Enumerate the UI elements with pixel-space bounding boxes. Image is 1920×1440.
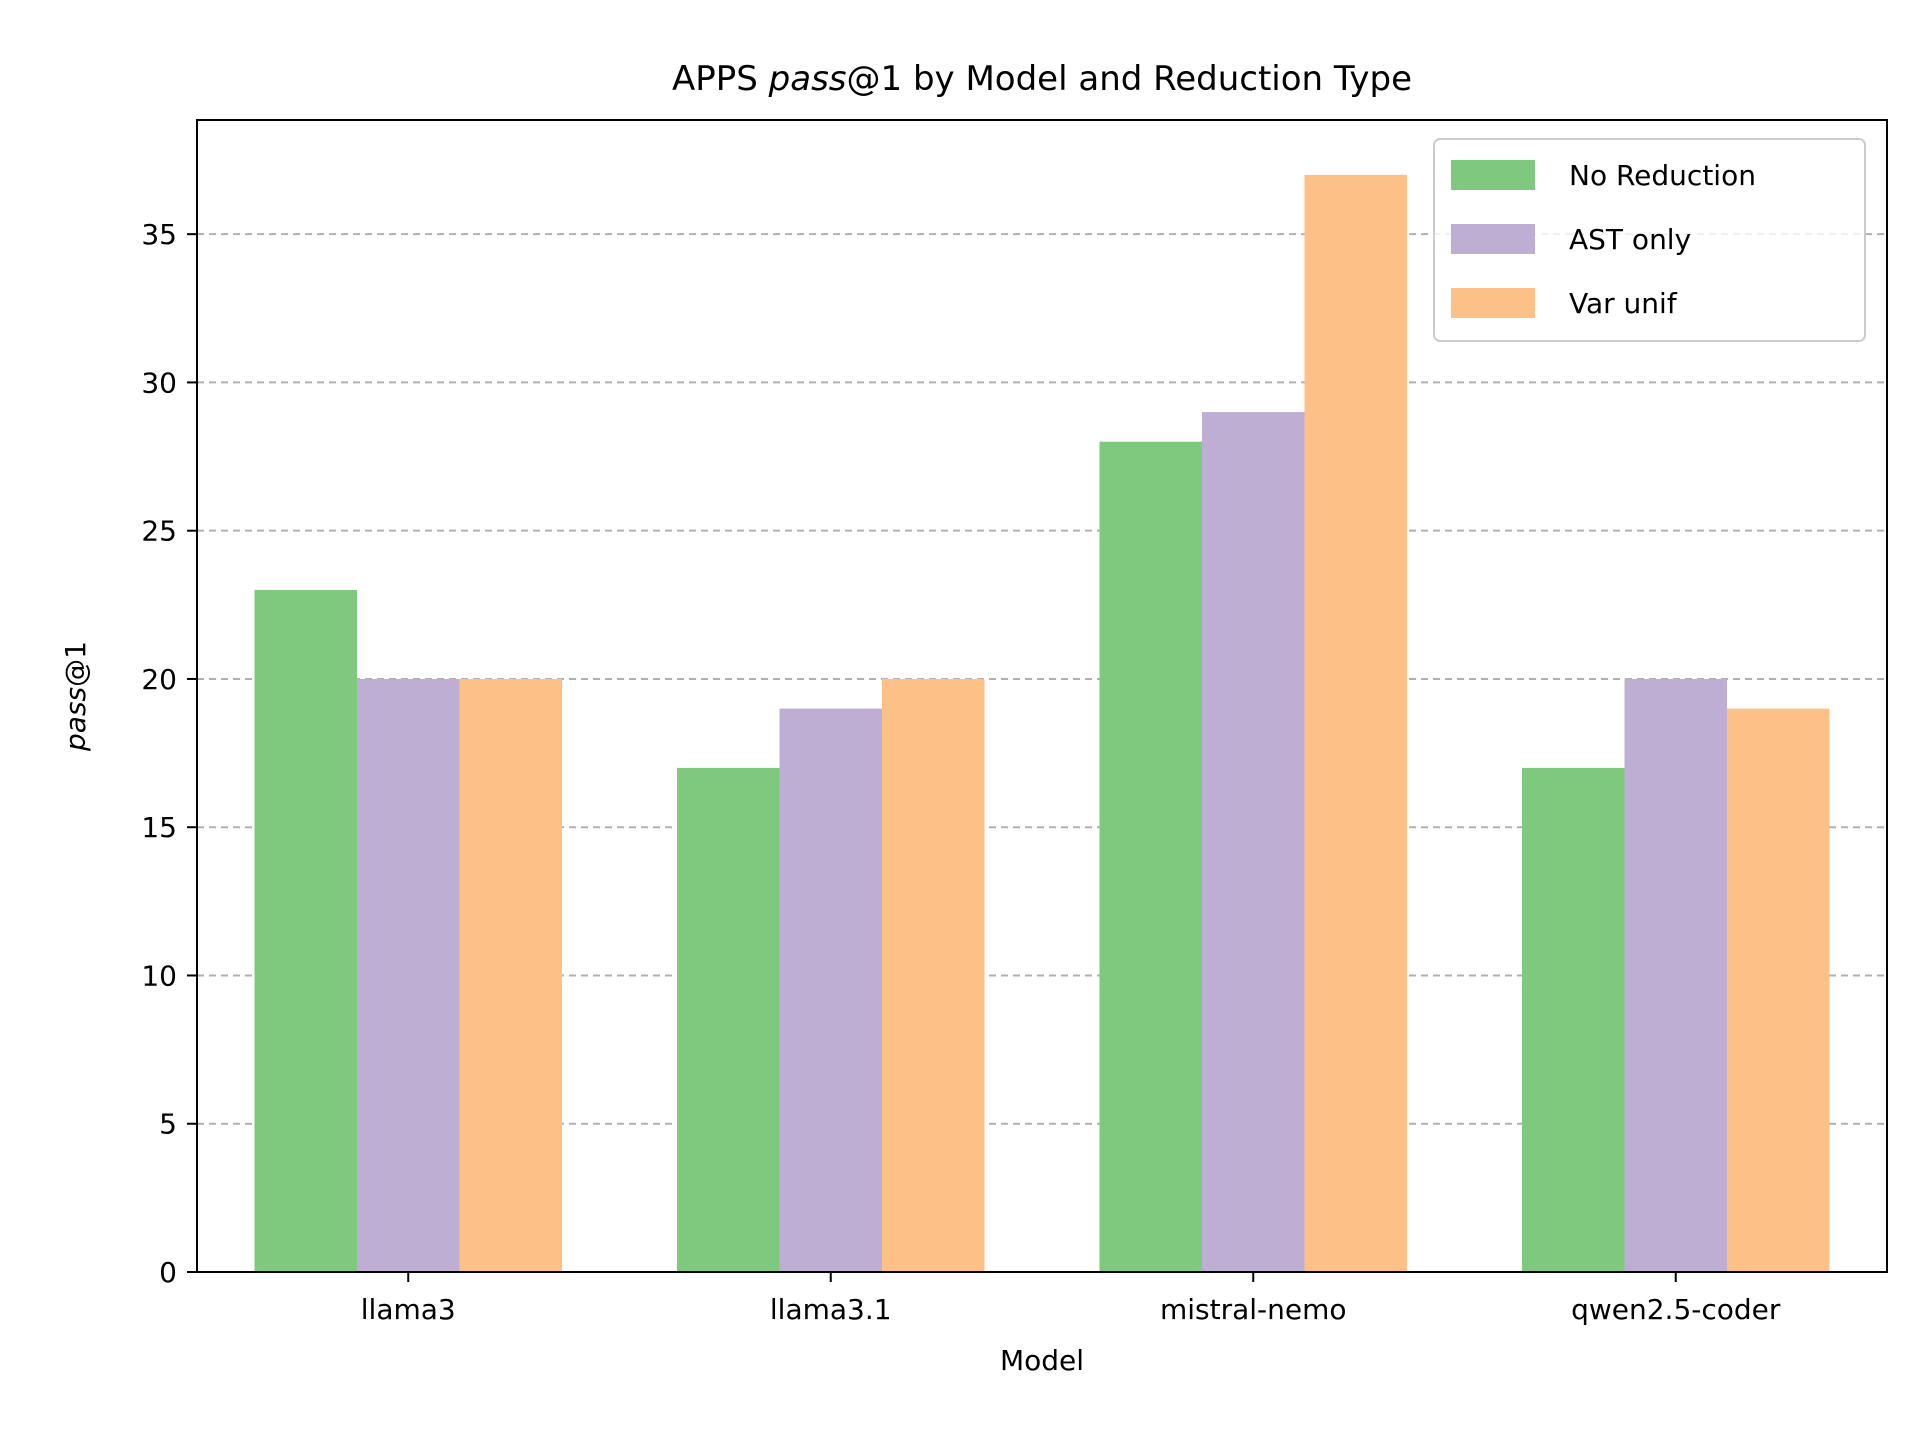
y-axis-label-italic: pass — [59, 687, 92, 752]
y-axis-label-suffix: @1 — [59, 641, 92, 687]
bar-var-unif-mistral-nemo — [1304, 174, 1407, 1272]
y-tick-label: 0 — [159, 1256, 177, 1289]
axis-ticks: 0 5 10 15 20 25 30 35 llama3 llama3.1 mistral-nemo… — [141, 218, 1781, 1326]
bar-ast-only-llama3.1 — [779, 708, 882, 1272]
x-tick-label: qwen2.5-coder — [1571, 1293, 1781, 1326]
bar-ast-only-qwen2.5-coder — [1624, 678, 1727, 1272]
x-axis-label: Model — [1000, 1344, 1084, 1377]
legend-label: Var unif — [1569, 287, 1678, 320]
bar-no-reduction-qwen2.5-coder — [1522, 767, 1625, 1272]
chart-title-italic: pass — [768, 59, 847, 99]
y-tick-label: 10 — [141, 959, 177, 992]
legend-label: No Reduction — [1569, 159, 1756, 192]
bar-var-unif-llama3.1 — [882, 678, 985, 1272]
y-tick-label: 5 — [159, 1108, 177, 1141]
x-tick-label: mistral-nemo — [1160, 1293, 1347, 1326]
legend-box — [1433, 138, 1866, 342]
bar-ast-only-mistral-nemo — [1202, 412, 1305, 1272]
y-tick-label: 35 — [141, 218, 177, 251]
x-tick-label: llama3 — [361, 1293, 456, 1326]
y-axis-label: pass@1 — [59, 641, 92, 752]
legend-swatch — [1451, 288, 1535, 318]
bar-no-reduction-llama3.1 — [677, 767, 780, 1272]
bar-ast-only-llama3 — [357, 678, 460, 1272]
bar-var-unif-llama3 — [459, 678, 562, 1272]
bar-no-reduction-llama3 — [254, 589, 357, 1272]
legend-swatch — [1451, 160, 1535, 190]
y-tick-label: 20 — [141, 663, 177, 696]
bars — [254, 174, 1830, 1272]
legend-label: AST only — [1569, 223, 1691, 256]
bar-var-unif-qwen2.5-coder — [1727, 708, 1830, 1272]
plot-frame — [196, 119, 1888, 1273]
y-tick-label: 15 — [141, 811, 177, 844]
x-tick-label: llama3.1 — [770, 1293, 892, 1326]
y-tick-label: 25 — [141, 515, 177, 548]
bar-no-reduction-mistral-nemo — [1099, 441, 1202, 1272]
chart-title: APPS pass@1 by Model and Reduction Type — [672, 59, 1412, 99]
legend-swatch — [1451, 224, 1535, 254]
chart-title-prefix: APPS — [672, 59, 769, 99]
y-tick-label: 30 — [141, 366, 177, 399]
legend: No Reduction AST only Var unif — [1433, 138, 1866, 342]
chart-title-suffix: @1 by Model and Reduction Type — [847, 59, 1412, 99]
